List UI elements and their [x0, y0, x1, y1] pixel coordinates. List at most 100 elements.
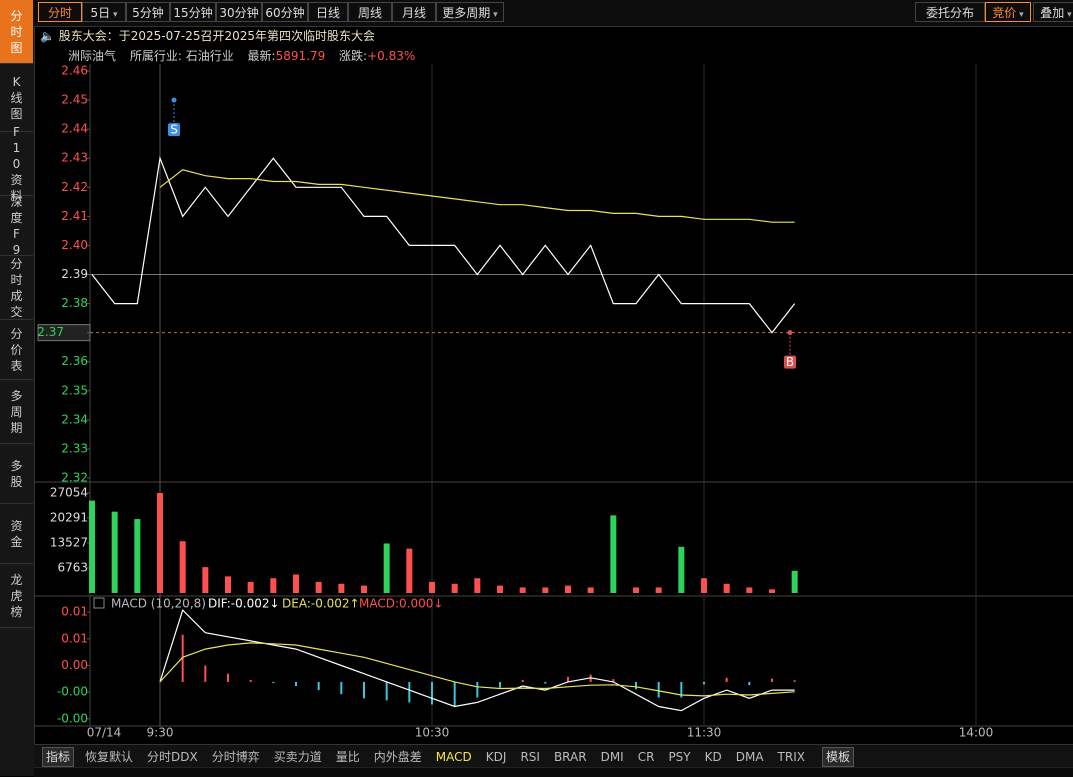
volume-bar — [474, 578, 481, 593]
indicator-tab[interactable]: 模板 — [821, 747, 854, 767]
tool-button[interactable]: 竞价 — [985, 2, 1031, 22]
change-value: +0.83% — [367, 49, 416, 63]
period-button[interactable]: 周线 — [348, 2, 392, 22]
volume-bar — [429, 581, 435, 593]
indicator-tab[interactable]: 指标 — [42, 747, 75, 767]
side-tab[interactable]: 深度F9 — [0, 195, 33, 257]
side-tab-label: 分时成交 — [10, 256, 23, 319]
indicator-tab[interactable]: BRAR — [553, 750, 587, 764]
indicator-tab[interactable]: 分时博弈 — [211, 750, 260, 764]
volume-bar — [701, 578, 707, 593]
side-tab[interactable]: 分时图 — [0, 0, 33, 64]
volume-bar — [791, 570, 798, 593]
y-tick-label: 2.36 — [61, 354, 88, 368]
indicator-tab[interactable]: 买卖力道 — [273, 750, 322, 764]
signal-badge — [784, 355, 796, 369]
volume-bar — [497, 585, 503, 593]
indicator-tab[interactable]: PSY — [668, 750, 691, 764]
indicator-tab[interactable]: DMA — [735, 750, 764, 764]
y-tick-label: 2.39 — [61, 267, 88, 281]
side-tab[interactable]: F10资料 — [0, 125, 33, 203]
average-line — [159, 169, 795, 223]
y-tick-label: 2.40 — [61, 238, 88, 252]
side-tab-label: 多周期 — [10, 388, 23, 435]
y-tick-label: 0.00 — [61, 658, 88, 672]
side-tab-label: 多股 — [10, 458, 23, 489]
side-tab[interactable]: 分时成交 — [0, 256, 33, 320]
signal-label: B — [786, 355, 794, 369]
sidebar: 分时图 K线图 F10资料 深度F9 分时成交分价表多周期多股资金龙虎榜 — [0, 0, 35, 776]
volume-bar — [270, 578, 277, 593]
toolbar: 分时5日5分钟15分钟30分钟60分钟日线周线月线更多周期委托分布竞价叠加 — [34, 0, 1073, 27]
latest-label: 最新: — [247, 49, 276, 63]
volume-bar — [519, 587, 526, 593]
side-tab-label: F10资料 — [10, 124, 23, 203]
x-tick-label: 14:00 — [959, 726, 994, 740]
period-button[interactable]: 更多周期 — [436, 2, 504, 22]
volume-bar — [565, 585, 571, 593]
side-tab-label: K线图 — [10, 74, 23, 121]
side-tab-label: 分时图 — [10, 8, 23, 55]
y-tick-label: -0.00 — [57, 711, 88, 725]
stock-info: 洲际油气 所属行业: 石油行业 最新:5891.79 涨跌:+0.83% — [68, 47, 425, 65]
price-line — [91, 155, 796, 334]
period-button[interactable]: 15分钟 — [170, 2, 216, 22]
volume-bar — [383, 543, 390, 593]
dif-label: DIF:-0.002↓ — [208, 597, 280, 611]
indicator-tab[interactable]: RSI — [520, 750, 540, 764]
volume-bar — [134, 519, 141, 593]
indicator-tab[interactable]: DMI — [600, 750, 624, 764]
macd-label: MACD:0.000↓ — [359, 597, 443, 611]
tool-button[interactable]: 叠加 — [1033, 2, 1073, 22]
side-tab[interactable]: 资金 — [0, 504, 33, 564]
volume-bar — [89, 500, 95, 593]
volume-bar — [723, 583, 730, 593]
period-button[interactable]: 30分钟 — [216, 2, 262, 22]
volume-bar — [247, 581, 254, 593]
side-tab-label: 资金 — [10, 518, 23, 549]
period-button[interactable]: 60分钟 — [262, 2, 308, 22]
notice-text: 股东大会：于2025-07-25召开2025年第四次临时股东大会 — [58, 29, 376, 43]
latest-value: 5891.79 — [275, 49, 326, 63]
x-tick-label: 9:30 — [147, 726, 174, 740]
side-tab[interactable]: K线图 — [0, 64, 33, 132]
y-tick-label: 2.41 — [61, 209, 88, 223]
scrollbar — [34, 767, 1073, 777]
x-tick-label: 07/14 — [87, 726, 122, 740]
indicator-tab[interactable]: KDJ — [485, 750, 507, 764]
indicator-tab[interactable]: KD — [704, 750, 722, 764]
signal-label: S — [170, 123, 178, 137]
period-button[interactable]: 5日 — [82, 2, 126, 22]
period-button[interactable]: 日线 — [308, 2, 348, 22]
indicator-tab[interactable]: 分时DDX — [147, 750, 198, 764]
indicator-tab[interactable]: 量比 — [335, 750, 360, 764]
y-tick-label: 2.35 — [61, 383, 88, 397]
indicator-tab[interactable]: CR — [637, 750, 655, 764]
macd-settings-icon — [93, 597, 105, 609]
dea-line — [159, 642, 795, 697]
y-tick-label: 2.42 — [61, 180, 88, 194]
side-tab-label: 分价表 — [10, 326, 23, 373]
change-label: 涨跌: — [339, 49, 368, 63]
indicator-tab[interactable]: MACD — [435, 750, 472, 764]
x-tick-label: 11:30 — [687, 726, 722, 740]
side-tab[interactable]: 龙虎榜 — [0, 564, 33, 628]
side-tab[interactable]: 分价表 — [0, 320, 33, 380]
volume-bar — [157, 493, 163, 593]
y-tick-label: 2.46 — [61, 64, 88, 78]
y-tick-label: 20291 — [50, 510, 88, 524]
indicator-tab[interactable]: 恢复默认 — [85, 750, 134, 764]
indicator-tabs: 指标 恢复默认 分时DDX 分时博弈 买卖力道 量比 内外盘差 MACD KDJ RSI BRAR D… — [34, 744, 1073, 767]
period-button[interactable]: 5分钟 — [126, 2, 170, 22]
indicator-tab[interactable]: TRIX — [777, 750, 805, 764]
volume-bar — [406, 548, 413, 593]
indicator-tab[interactable]: 内外盘差 — [373, 750, 422, 764]
y-tick-label: 2.34 — [61, 412, 88, 426]
volume-bar — [587, 587, 594, 593]
volume-bar — [293, 574, 299, 593]
side-tab[interactable]: 多周期 — [0, 380, 33, 444]
side-tab[interactable]: 多股 — [0, 444, 33, 504]
chart: 07/14 9:30 10:30 11:30 14:00 2.32 2.33 2.34 2.35… — [34, 64, 1073, 740]
volume-bar — [361, 585, 367, 593]
side-tab-label: 龙虎榜 — [10, 572, 23, 619]
